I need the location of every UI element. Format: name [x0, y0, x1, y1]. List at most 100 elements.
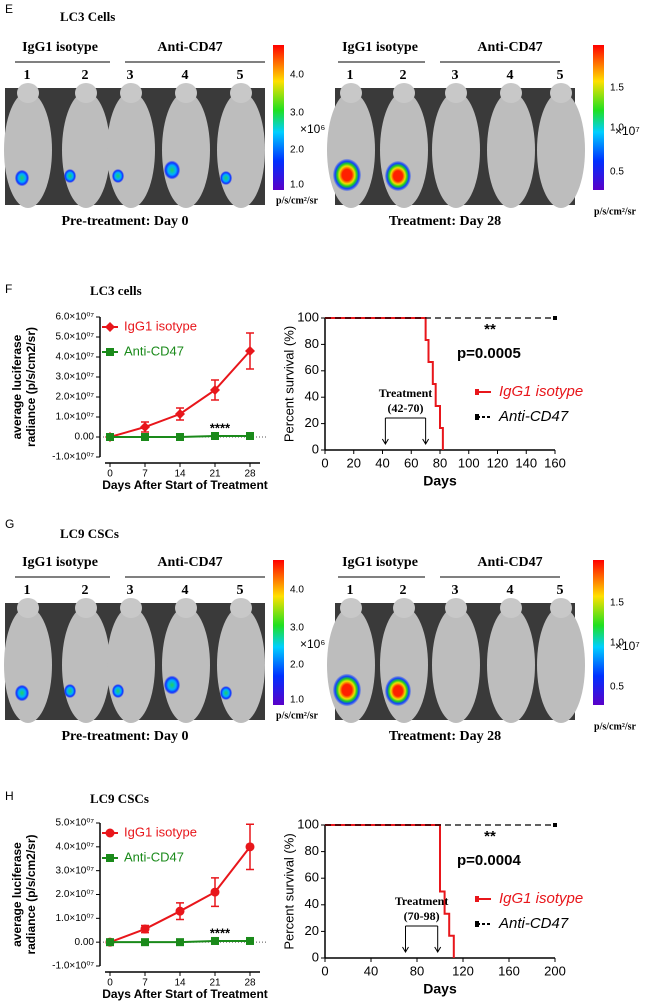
group-label: Anti-CD47 — [477, 555, 542, 570]
censor-mark — [553, 823, 557, 827]
legend-marker — [475, 896, 479, 902]
significance: ** — [484, 321, 496, 338]
signal — [164, 160, 180, 180]
mouse-head — [175, 598, 197, 618]
treatment-label: Treatment — [395, 894, 449, 908]
signal — [112, 169, 124, 183]
significance: **** — [210, 420, 231, 435]
mouse-head — [120, 83, 142, 103]
y-tick-label: 5.0×10⁰⁷ — [56, 332, 95, 343]
data-point — [211, 936, 219, 945]
y-tick-label: 20 — [305, 415, 319, 430]
x-tick-label: 14 — [174, 978, 186, 989]
colorbar-multiplier: ×10⁶ — [300, 122, 325, 136]
mouse-body — [62, 607, 110, 723]
y-tick-label: 4.0×10⁰⁷ — [56, 841, 95, 852]
legend-marker — [105, 828, 115, 838]
data-point — [176, 938, 184, 947]
data-point — [141, 938, 149, 947]
data-point — [141, 433, 149, 441]
colorbar-tick: 1.0 — [290, 695, 304, 706]
y-axis-title: radiance (p/s/cm2/sr) — [24, 327, 38, 447]
mouse-number: 4 — [182, 583, 189, 598]
data-point — [140, 422, 150, 432]
mouse-number: 1 — [24, 583, 31, 598]
y-tick-label: 20 — [305, 923, 319, 938]
mouse-body — [162, 607, 210, 723]
group-label: IgG1 isotype — [342, 555, 418, 570]
signal — [164, 675, 180, 695]
mouse-body — [487, 607, 535, 723]
mouse-head — [550, 598, 572, 618]
x-tick-label: 0 — [321, 963, 328, 978]
colorbar-unit: p/s/cm²/sr — [594, 206, 636, 217]
signal — [64, 684, 76, 698]
mouse-number: 4 — [182, 68, 189, 83]
y-tick-label: 3.0×10⁰⁷ — [56, 865, 95, 876]
mouse-head — [175, 83, 197, 103]
legend-label: Anti-CD47 — [498, 408, 569, 425]
mouse-body — [432, 607, 480, 723]
mouse-head — [17, 598, 39, 618]
x-tick-label: 100 — [458, 455, 480, 470]
data-point — [246, 432, 254, 440]
colorbar-tick: 3.0 — [290, 108, 304, 119]
x-tick-label: 21 — [209, 978, 221, 989]
panel-title: LC9 CSCs — [60, 526, 119, 541]
colorbar-unit: p/s/cm²/sr — [594, 721, 636, 732]
mouse-body — [537, 607, 585, 723]
mouse-number: 5 — [237, 68, 244, 83]
y-tick-label: 60 — [305, 362, 319, 377]
x-tick-label: 0 — [107, 469, 113, 480]
data-point — [175, 906, 185, 916]
colorbar-tick: 1.0 — [610, 638, 624, 649]
group-label: IgG1 isotype — [22, 40, 98, 55]
group-label: Anti-CD47 — [477, 40, 542, 55]
colorbar-tick: 1.5 — [610, 598, 624, 609]
x-axis-title: Days — [423, 473, 457, 489]
panel-title: LC3 cells — [90, 283, 142, 298]
x-tick-label: 21 — [209, 469, 221, 480]
signal — [333, 158, 361, 192]
y-tick-label: 2.0×10⁰⁷ — [56, 392, 95, 403]
colorbar-unit: p/s/cm²/sr — [276, 195, 318, 206]
panel-label: E — [5, 2, 13, 16]
colorbar-tick: 1.5 — [610, 83, 624, 94]
mouse-head — [230, 83, 252, 103]
x-tick-label: 120 — [452, 963, 474, 978]
mouse-head — [340, 83, 362, 103]
legend-label: IgG1 isotype — [124, 318, 197, 333]
mouse-head — [550, 83, 572, 103]
group-label: IgG1 isotype — [342, 40, 418, 55]
colorbar-unit: p/s/cm²/sr — [276, 710, 318, 721]
y-tick-label: 2.0×10⁰⁷ — [56, 889, 95, 900]
data-point — [106, 938, 114, 947]
mouse-number: 3 — [452, 68, 459, 83]
colorbar — [593, 560, 604, 705]
x-tick-label: 60 — [404, 455, 418, 470]
x-tick-label: 40 — [375, 455, 389, 470]
data-point — [211, 432, 219, 440]
mouse-body — [4, 607, 52, 723]
group-label: Anti-CD47 — [157, 40, 222, 55]
signal — [333, 673, 361, 707]
colorbar-tick: 3.0 — [290, 623, 304, 634]
mouse-head — [393, 83, 415, 103]
y-axis-title: average luciferase — [10, 842, 24, 947]
colorbar-tick: 1.0 — [290, 180, 304, 191]
y-tick-label: 100 — [297, 309, 319, 324]
mouse-number: 1 — [347, 68, 354, 83]
legend-marker — [475, 921, 479, 927]
y-tick-label: 80 — [305, 336, 319, 351]
mouse-body — [327, 607, 375, 723]
colorbar-tick: 0.5 — [610, 682, 624, 693]
treatment-bracket — [402, 925, 442, 953]
y-axis-title: Percent survival (%) — [281, 833, 296, 949]
mouse-head — [500, 83, 522, 103]
data-point — [176, 433, 184, 441]
legend-label: IgG1 isotype — [499, 890, 583, 907]
colorbar — [273, 45, 284, 190]
signal — [15, 684, 29, 702]
significance: ** — [484, 828, 496, 845]
